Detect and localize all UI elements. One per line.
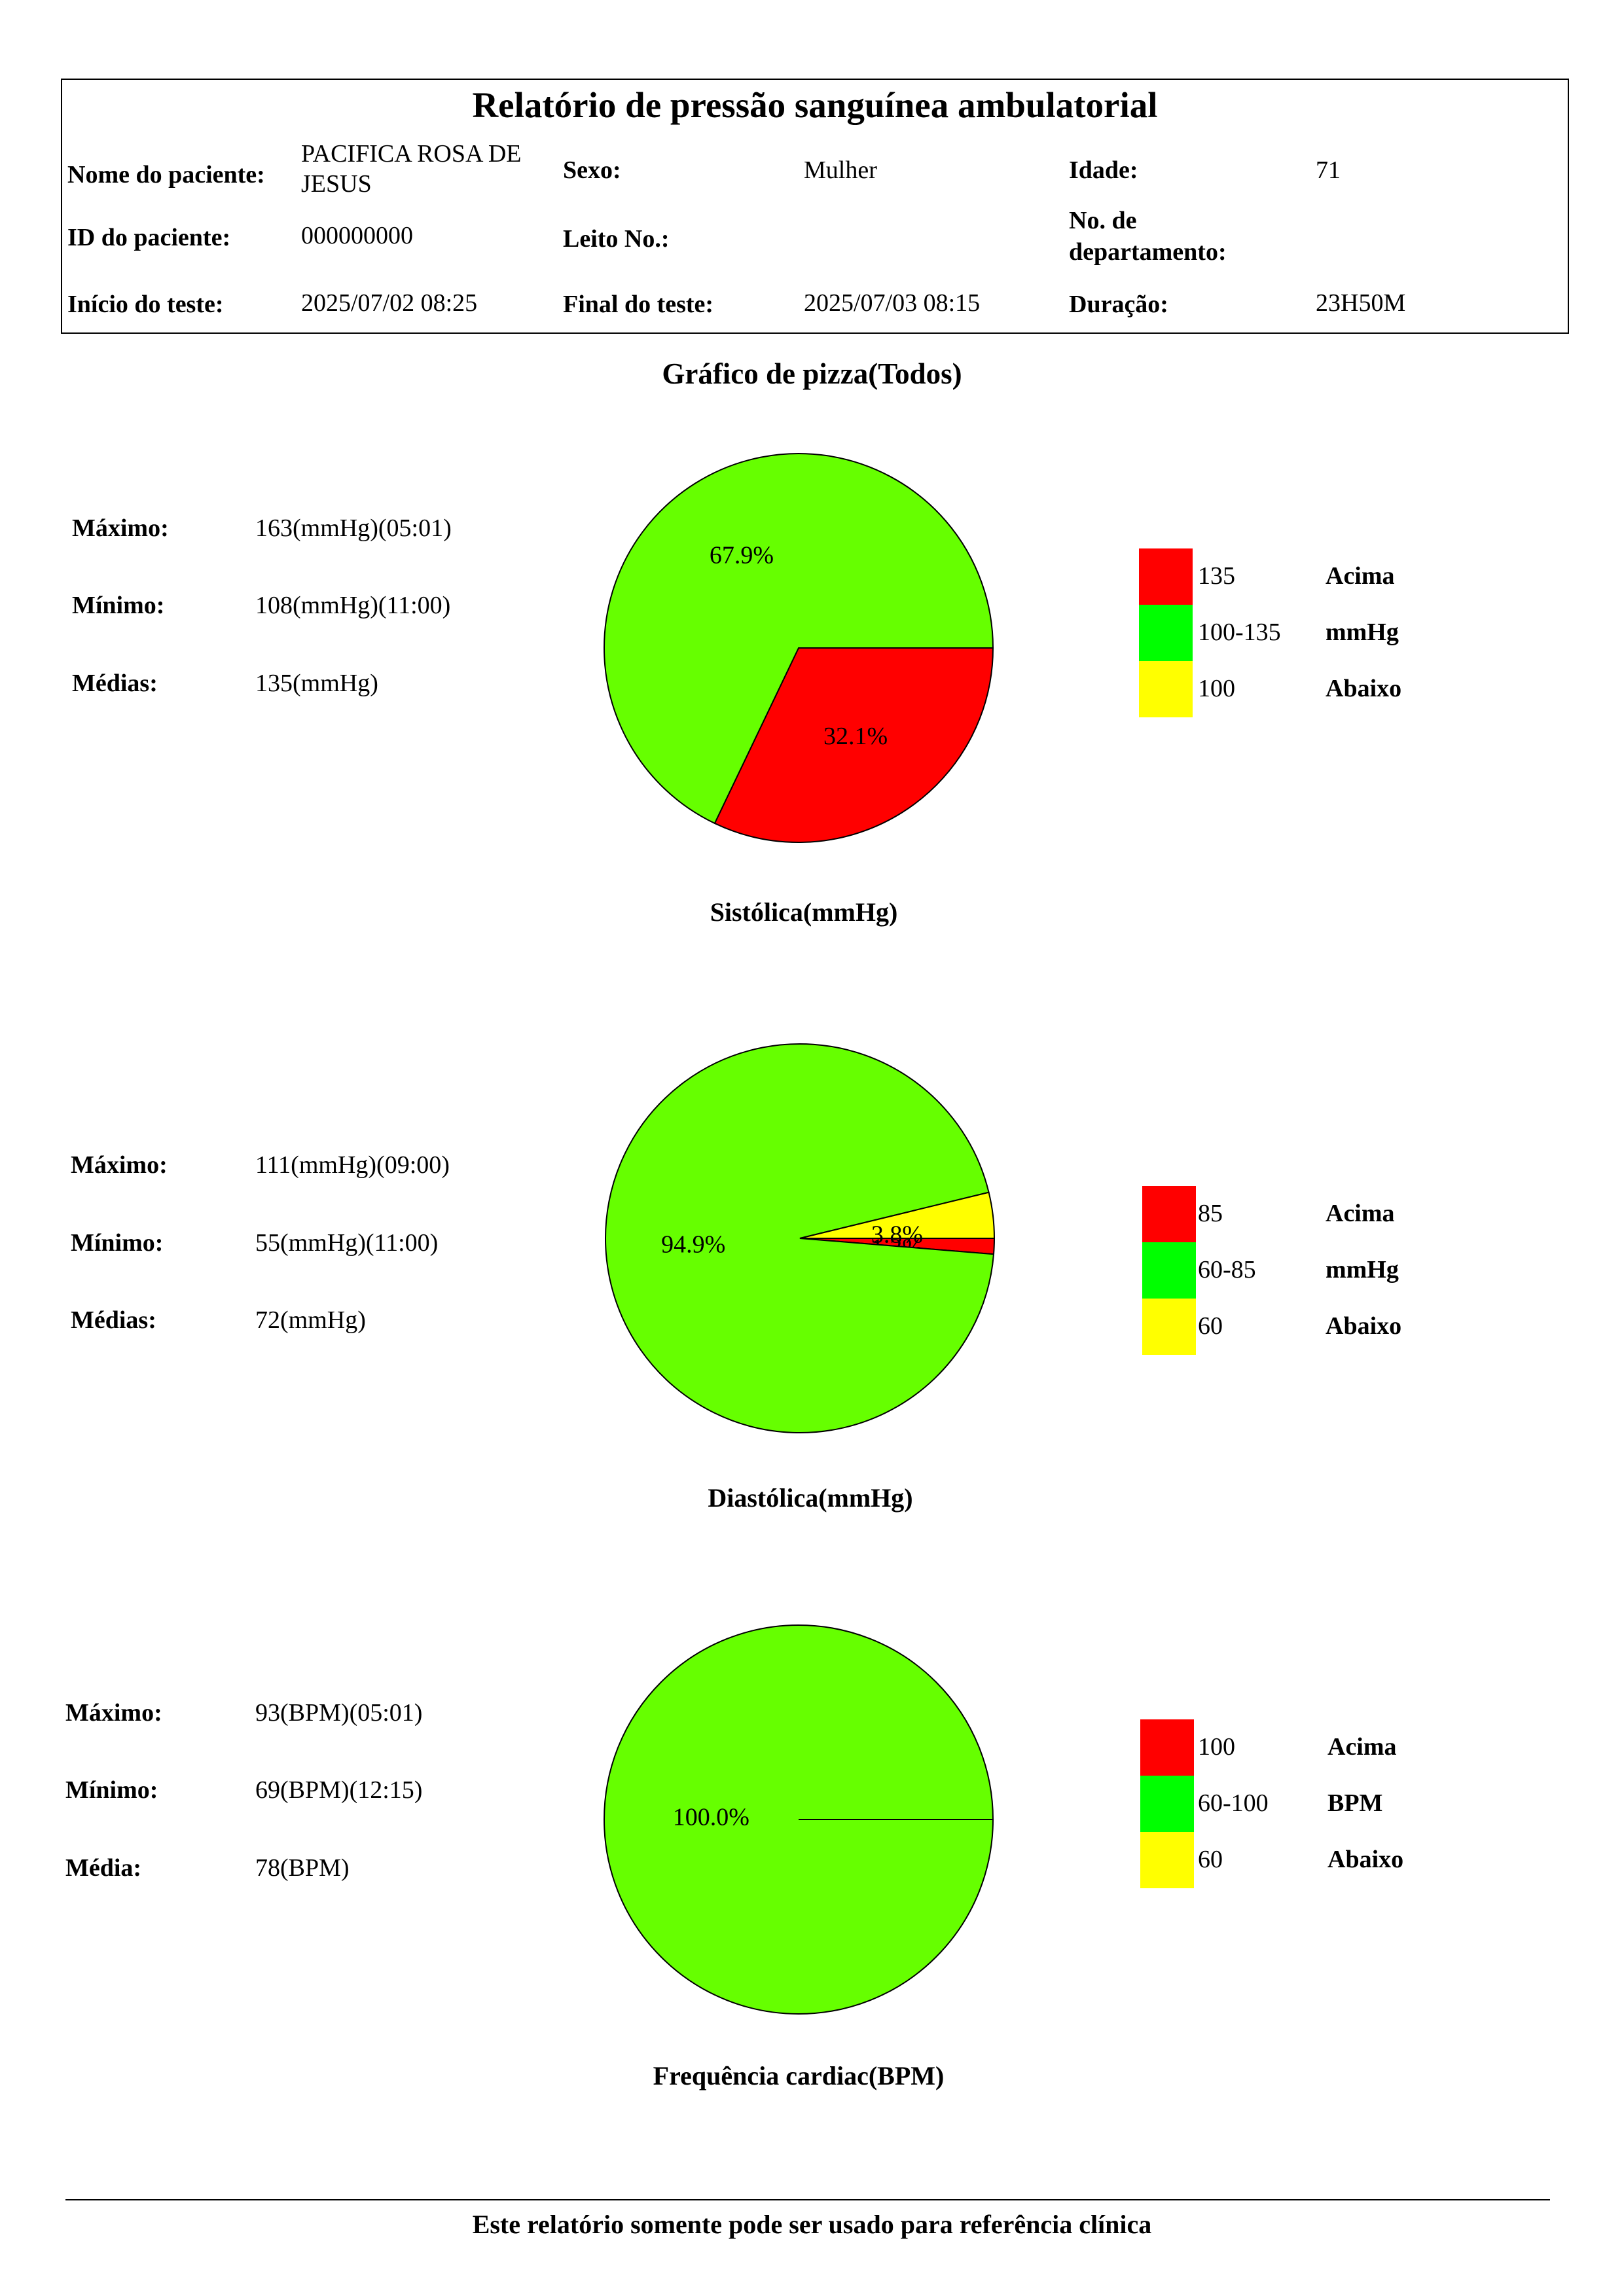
systolic-pie-chart: 32.1% 67.9% <box>604 453 994 843</box>
legend-range: 60 <box>1198 1312 1223 1340</box>
systolic-min-value: 108(mmHg)(11:00) <box>255 592 451 619</box>
heartrate-min-value: 69(BPM)(12:15) <box>255 1776 423 1804</box>
end-value: 2025/07/03 08:15 <box>804 289 981 317</box>
systolic-avg-label: Médias: <box>72 670 158 697</box>
pie-slice-abaixo <box>799 1191 996 1239</box>
pie-slice-label-mmhg: 94.9% <box>661 1231 725 1259</box>
legend-desc: Acima <box>1326 562 1395 590</box>
legend-swatch-normal <box>1140 1776 1194 1832</box>
legend-range: 60-100 <box>1198 1789 1269 1817</box>
start-label: Início do teste: <box>67 291 224 318</box>
diastolic-avg-label: Médias: <box>71 1306 156 1334</box>
duration-label: Duração: <box>1069 291 1168 318</box>
systolic-max-label: Máximo: <box>72 514 169 542</box>
dept-label-line2: departamento: <box>1069 238 1227 266</box>
legend-swatch-normal <box>1139 605 1193 661</box>
diastolic-max-value: 111(mmHg)(09:00) <box>255 1151 450 1179</box>
dept-label-line1: No. de <box>1069 207 1137 234</box>
patient-id-value: 000000000 <box>301 222 413 249</box>
diastolic-avg-value: 72(mmHg) <box>255 1306 366 1334</box>
bed-label: Leito No.: <box>563 225 670 253</box>
section-title: Gráfico de pizza(Todos) <box>662 357 962 390</box>
pie-slice-label-abaixo: 3.8% <box>871 1221 923 1249</box>
legend-desc: Abaixo <box>1326 1312 1402 1340</box>
pie-slice-acima <box>713 647 994 843</box>
legend-swatch-below <box>1140 1832 1194 1888</box>
pie-slice-label-bpm: 100.0% <box>673 1804 749 1831</box>
footer-divider <box>65 2199 1550 2200</box>
heartrate-avg-label: Média: <box>65 1854 142 1882</box>
legend-range: 135 <box>1198 562 1235 590</box>
legend-range: 60 <box>1198 1846 1223 1873</box>
patient-name-value-line1: PACIFICA ROSA DE <box>301 140 522 168</box>
duration-value: 23H50M <box>1316 289 1406 317</box>
heartrate-pie-chart: 100.0% <box>604 1624 994 2015</box>
report-title: Relatório de pressão sanguínea ambulator… <box>472 85 1158 125</box>
age-value: 71 <box>1316 156 1341 184</box>
legend-range: 100 <box>1198 1733 1235 1761</box>
legend-swatch-below <box>1142 1299 1196 1355</box>
legend-swatch-above <box>1139 548 1193 605</box>
legend-swatch-normal <box>1142 1242 1196 1299</box>
pie-slice-mmhg <box>604 453 994 825</box>
patient-name-label: Nome do paciente: <box>67 161 265 188</box>
legend-desc: Abaixo <box>1327 1846 1404 1873</box>
pie-slice-label-mmhg: 67.9% <box>710 542 774 569</box>
start-value: 2025/07/02 08:25 <box>301 289 478 317</box>
diastolic-min-label: Mínimo: <box>71 1229 164 1257</box>
heartrate-max-value: 93(BPM)(05:01) <box>255 1699 423 1727</box>
legend-swatch-above <box>1142 1186 1196 1242</box>
legend-range: 60-85 <box>1198 1256 1256 1283</box>
patient-id-label: ID do paciente: <box>67 224 231 251</box>
end-label: Final do teste: <box>563 291 714 318</box>
systolic-chart-caption: Sistólica(mmHg) <box>710 897 898 927</box>
systolic-avg-value: 135(mmHg) <box>255 670 378 697</box>
legend-desc: mmHg <box>1326 1256 1399 1283</box>
diastolic-chart-caption: Diastólica(mmHg) <box>708 1483 913 1513</box>
heartrate-max-label: Máximo: <box>65 1699 162 1727</box>
legend-desc: Acima <box>1326 1200 1395 1227</box>
diastolic-min-value: 55(mmHg)(11:00) <box>255 1229 439 1257</box>
legend-range: 100-135 <box>1198 619 1281 646</box>
heartrate-min-label: Mínimo: <box>65 1776 158 1804</box>
diastolic-pie-chart: 1.3%94.9%3.8% <box>605 1043 996 1433</box>
legend-desc: Acima <box>1327 1733 1397 1761</box>
legend-swatch-below <box>1139 661 1193 717</box>
age-label: Idade: <box>1069 156 1138 184</box>
legend-range: 100 <box>1198 675 1235 702</box>
legend-desc: BPM <box>1327 1789 1383 1817</box>
heartrate-chart-caption: Frequência cardiac(BPM) <box>653 2061 945 2090</box>
heartrate-avg-value: 78(BPM) <box>255 1854 350 1882</box>
systolic-max-value: 163(mmHg)(05:01) <box>255 514 452 542</box>
sex-value: Mulher <box>804 156 877 184</box>
footer-disclaimer: Este relatório somente pode ser usado pa… <box>472 2210 1152 2239</box>
systolic-min-label: Mínimo: <box>72 592 165 619</box>
legend-desc: mmHg <box>1326 619 1399 646</box>
pie-slice-label-acima: 32.1% <box>823 723 888 750</box>
legend-swatch-above <box>1140 1719 1194 1776</box>
patient-name-value-line2: JESUS <box>301 170 372 198</box>
diastolic-max-label: Máximo: <box>71 1151 168 1179</box>
sex-label: Sexo: <box>563 156 621 184</box>
legend-desc: Abaixo <box>1326 675 1402 702</box>
pie-slice-mmhg <box>605 1043 995 1433</box>
patient-info-box: Relatório de pressão sanguínea ambulator… <box>61 79 1569 334</box>
legend-range: 85 <box>1198 1200 1223 1227</box>
